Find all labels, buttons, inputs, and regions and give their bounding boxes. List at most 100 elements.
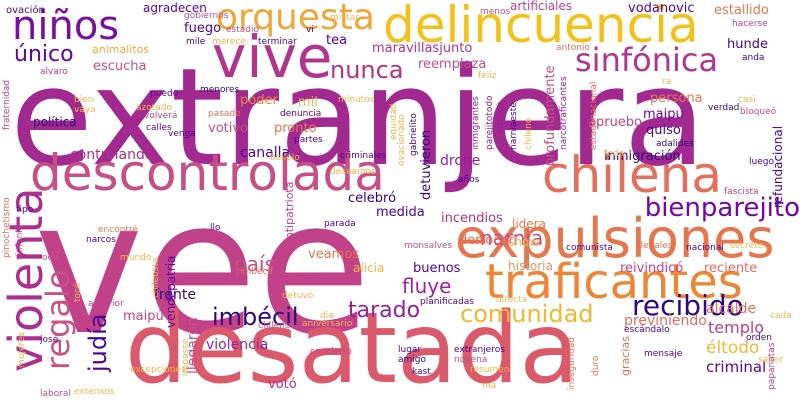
word-anos: años xyxy=(458,175,480,185)
word-gabrielito: gabrielito xyxy=(409,113,419,156)
word-vaya: vaya xyxy=(74,105,96,115)
word-estadio: estadio xyxy=(226,25,259,35)
word-comunista: comunista xyxy=(566,243,613,253)
word-derrocar: derrocar xyxy=(459,233,514,248)
word-imbecil: imbécil xyxy=(212,303,299,331)
word-anda: anda xyxy=(742,53,765,63)
word-violencia: violencia xyxy=(206,337,269,353)
word-judia: judía xyxy=(84,313,112,373)
word-tipo: tipo xyxy=(16,205,34,215)
word-directa: directa xyxy=(496,295,528,305)
word-dia: dia xyxy=(320,311,334,321)
word-vi: vi xyxy=(306,25,314,35)
word-expulsiones: expulsiones xyxy=(455,207,775,270)
word-agradecen: agradecen xyxy=(143,1,207,15)
word-hunde: hunde xyxy=(727,37,768,52)
word-detuvo: detuvo xyxy=(282,291,314,301)
word-kast: kast xyxy=(412,367,431,377)
word-lidera: lidera xyxy=(512,217,546,231)
word-estallido: estallido xyxy=(714,3,769,18)
word-animalitos: animalitos xyxy=(92,43,150,56)
word-artificiales: artificiales xyxy=(510,0,573,13)
word-venga: venga xyxy=(168,129,196,139)
word-llo: llo xyxy=(210,223,221,233)
word-alcalde: alcalde xyxy=(706,301,757,317)
word-historia: historia xyxy=(508,259,553,273)
word-imbecil-small: imbécil xyxy=(240,267,273,277)
word-militar: militar xyxy=(330,13,360,23)
word-maipu-alt: maipu xyxy=(643,107,684,122)
word-calles: calles xyxy=(146,123,172,133)
word-laboral: laboral xyxy=(40,389,71,399)
word-voto: votó xyxy=(268,377,297,392)
word-pinochetismo: pinochetismo xyxy=(2,197,12,258)
word-victima: víctima xyxy=(496,100,506,134)
word-merece: merece xyxy=(212,37,246,47)
word-fluye: fluye xyxy=(402,274,452,298)
word-quiso: quiso xyxy=(646,123,681,138)
word-unico: único xyxy=(14,42,74,67)
word-encontre: encontré xyxy=(98,225,138,235)
word-recibido: recibido xyxy=(632,289,744,322)
word-aniversario: aniversario xyxy=(302,319,353,329)
word-alvaro: alvaro xyxy=(40,67,68,77)
word-templo: templo xyxy=(708,318,765,337)
word-mujeres: mujeres xyxy=(17,331,27,368)
word-vendepatria: vendepatria xyxy=(164,255,178,328)
word-resumen: resumen xyxy=(470,365,510,375)
word-extranjera: extranjera xyxy=(10,39,707,196)
word-inseguridad: inseguridad xyxy=(567,337,577,390)
word-terminar: terminar xyxy=(258,37,297,47)
word-bellolo: bellolo xyxy=(270,153,300,163)
word-ovacionado: ovacionado xyxy=(397,114,407,166)
word-excepciones: excepciones xyxy=(130,365,186,375)
word-extensos: extensos xyxy=(74,387,115,397)
word-comunidad: comunidad xyxy=(460,300,594,328)
word-pronto: pronto xyxy=(274,121,317,136)
word-canalla: canalla xyxy=(240,145,291,161)
word-alicia: alicia xyxy=(353,261,385,275)
word-detuvieron: detuvieron xyxy=(419,129,434,200)
word-inmigracion: inmigración xyxy=(604,149,681,164)
word-orquesta: orquesta xyxy=(216,0,375,38)
word-chilena: chilena xyxy=(542,146,723,204)
word-fraternidad: fraternidad xyxy=(2,79,12,130)
word-pais: país xyxy=(234,252,275,276)
word-mile: mile xyxy=(186,37,206,47)
word-gracias: gracias xyxy=(619,336,632,376)
word-parejitotodo: parejitotodo xyxy=(485,95,495,150)
word-nunca: nunca xyxy=(330,56,404,84)
word-oda: oda xyxy=(42,253,59,263)
word-vodanovic: vodanovic xyxy=(628,1,695,16)
word-concierto: concierto xyxy=(310,347,352,357)
word-deseamos: deseamos xyxy=(330,167,376,177)
word-puedo: puedo xyxy=(150,89,179,99)
word-ilegales: ilegales xyxy=(638,241,673,251)
word-profundamente: profundamente xyxy=(543,65,558,166)
word-denuncia: denuncia xyxy=(280,109,322,119)
word-casi: casi xyxy=(738,95,756,105)
word-chileno: chileno xyxy=(524,117,534,150)
word-secreto: secreto xyxy=(730,241,764,251)
word-azotado: azotado xyxy=(136,103,173,113)
word-desatada: desatada xyxy=(125,292,580,400)
word-volvera: volverá xyxy=(144,111,178,121)
word-lugar: lugar xyxy=(398,345,422,355)
word-bien: bien xyxy=(74,95,94,105)
word-verdad: verdad xyxy=(708,103,740,113)
word-ovacion: ovación xyxy=(6,5,45,16)
word-saber: saber xyxy=(758,355,784,365)
word-novena: novena xyxy=(454,355,488,365)
word-antipatriota: antipatriota xyxy=(283,181,296,246)
word-partes: partes xyxy=(294,135,323,145)
word-vee: vee xyxy=(34,160,372,376)
word-ra: ra xyxy=(662,77,672,87)
word-controlando: controlando xyxy=(70,147,154,163)
word-narnia: narnia xyxy=(480,226,544,250)
word-show: show xyxy=(508,235,540,249)
word-votivo: votivo xyxy=(208,121,249,136)
word-adalides: adalides xyxy=(656,139,694,149)
word-papanatas: papanatas xyxy=(767,342,777,390)
word-buenos: buenos xyxy=(413,261,461,276)
word-politica: política xyxy=(33,115,77,129)
